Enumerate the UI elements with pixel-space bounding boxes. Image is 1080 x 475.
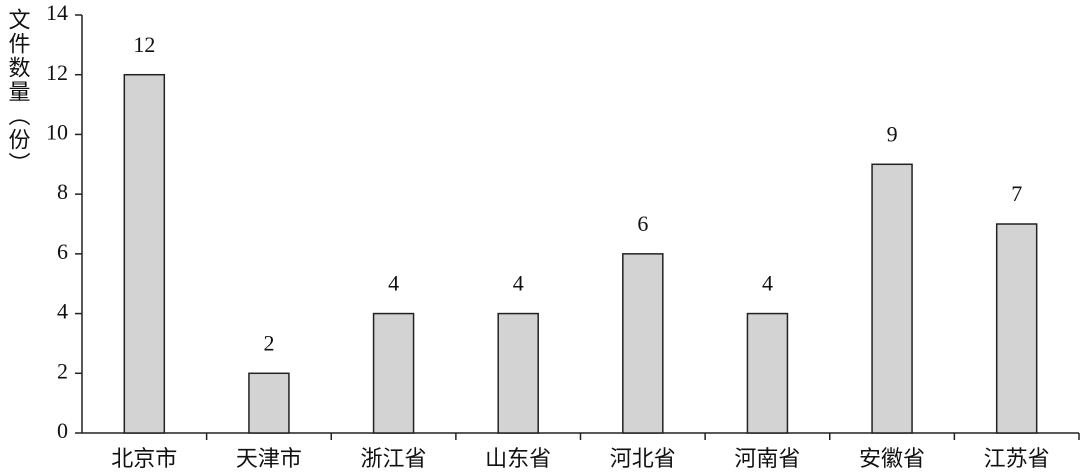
data-label: 12 (133, 32, 155, 57)
y-tick-label: 4 (57, 299, 68, 324)
x-tick-label: 河北省 (610, 446, 676, 471)
bar (372, 312, 415, 434)
data-label: 2 (263, 330, 274, 355)
data-label: 9 (887, 121, 898, 146)
bar (248, 372, 290, 434)
bar (746, 312, 789, 434)
x-tick-label: 北京市 (111, 446, 177, 471)
x-tick-label: 浙江省 (361, 446, 427, 471)
bar (995, 223, 1038, 434)
bar (871, 163, 913, 434)
y-tick-label: 6 (57, 239, 68, 264)
bar (123, 73, 166, 434)
x-tick-label: 江苏省 (984, 446, 1050, 471)
bar (497, 312, 539, 434)
y-axis-label: 文件数量（份） (6, 8, 31, 176)
y-tick-label: 2 (57, 358, 68, 383)
data-label: 4 (762, 271, 773, 296)
data-label: 4 (513, 271, 524, 296)
data-label: 6 (637, 211, 648, 236)
x-tick-label: 安徽省 (859, 446, 925, 471)
y-tick-label: 12 (46, 60, 68, 85)
y-tick-label: 10 (46, 119, 68, 144)
x-tick-label: 河南省 (734, 446, 800, 471)
x-tick-label: 天津市 (236, 446, 302, 471)
y-tick-label: 14 (46, 0, 68, 25)
bar (622, 253, 664, 434)
data-label: 4 (388, 271, 399, 296)
y-tick-label: 8 (57, 179, 68, 204)
data-label: 7 (1011, 181, 1022, 206)
y-tick-label: 0 (57, 418, 68, 443)
x-tick-label: 山东省 (485, 446, 551, 471)
